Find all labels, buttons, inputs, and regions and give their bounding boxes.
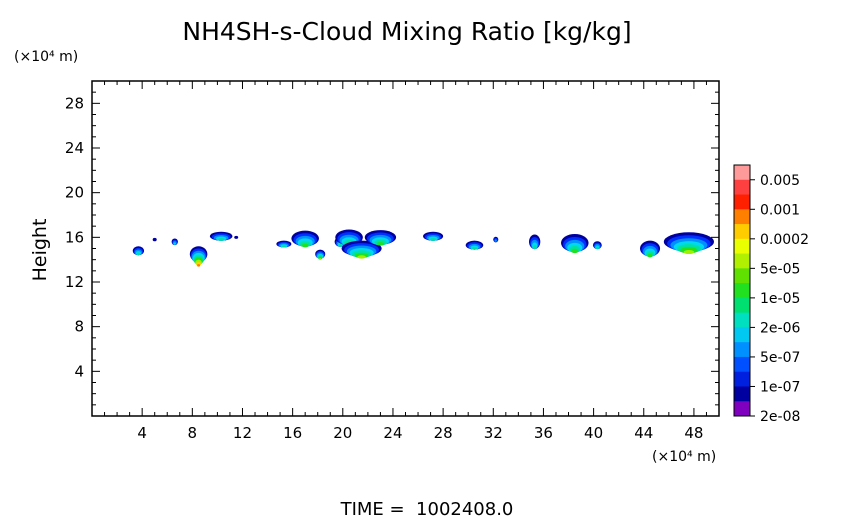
time-label: TIME = 1002408.0 — [340, 499, 514, 519]
axis-ticks — [92, 81, 719, 416]
cloud-cell-layer — [494, 239, 497, 242]
cloud-cell — [152, 237, 157, 242]
cloud-cell-layer — [357, 255, 366, 259]
y-tick-label: 28 — [65, 94, 84, 112]
cloud-cell — [276, 240, 292, 248]
x-tick-label: 32 — [484, 424, 503, 442]
x-tick-label: 36 — [534, 424, 553, 442]
cloud-cell-layer — [376, 242, 385, 246]
y-tick-label: 20 — [65, 184, 84, 202]
colorbar-label: 2e-06 — [760, 320, 800, 336]
cloud-cell — [561, 233, 589, 254]
y-tick-label: 8 — [74, 318, 84, 336]
cloud-cell-layer — [173, 242, 176, 245]
colorbar-swatch — [734, 386, 750, 402]
colorbar-label: 0.001 — [760, 202, 800, 218]
cloud-cell — [291, 230, 319, 248]
x-tick-label: 48 — [684, 424, 703, 442]
cloud-cell-layer — [152, 237, 157, 242]
y-tick-label: 16 — [65, 228, 84, 246]
y-axis-unit-label: (×10⁴ m) — [14, 49, 78, 65]
cloud-cell — [493, 236, 499, 243]
x-tick-label: 4 — [137, 424, 147, 442]
colorbar-swatch — [734, 342, 750, 358]
data-cells — [132, 229, 714, 267]
cloud-cell — [341, 240, 382, 259]
colorbar-swatch — [734, 327, 750, 343]
cloud-cell — [423, 231, 444, 241]
cloud-cell-layer — [136, 252, 141, 256]
x-tick-label: 44 — [634, 424, 653, 442]
colorbar-swatch — [734, 297, 750, 314]
cloud-cell-layer — [301, 243, 309, 248]
cloud-cell-layer — [197, 264, 201, 267]
colorbar-swatch — [734, 179, 750, 195]
cloud-cell-layer — [596, 246, 599, 250]
y-tick-label: 12 — [65, 273, 84, 291]
chart-title: NH4SH-s-Cloud Mixing Ratio [kg/kg] — [182, 17, 631, 46]
colorbar-swatch — [734, 401, 750, 417]
colorbar-swatch — [734, 371, 750, 387]
cloud-cell-layer — [234, 235, 239, 239]
x-tick-label: 16 — [283, 424, 302, 442]
colorbar-frame — [733, 164, 751, 417]
y-tick-label: 24 — [65, 139, 84, 157]
x-tick-label: 8 — [188, 424, 198, 442]
colorbar-swatch — [734, 312, 750, 328]
cloud-cell — [209, 231, 233, 241]
colorbar-label: 5e-07 — [760, 350, 800, 366]
colorbar — [733, 164, 751, 417]
colorbar-labels: 0.005 0.001 0.0002 5e-05 1e-05 2e-06 5e-07 1e-0… — [750, 173, 809, 425]
colorbar-swatch — [734, 194, 750, 210]
x-tick-label: 28 — [434, 424, 453, 442]
colorbar-swatch — [734, 165, 750, 181]
cloud-cell — [189, 246, 208, 267]
cloud-cell — [364, 230, 397, 246]
cloud-cell — [315, 249, 326, 260]
cloud-cell-layer — [647, 253, 653, 258]
cloud-cell — [663, 232, 714, 255]
plot-frame — [91, 80, 720, 417]
x-tick-label: 24 — [383, 424, 402, 442]
colorbar-swatch — [734, 356, 750, 373]
cloud-cell-layer — [217, 238, 225, 241]
cloud-cell-layer — [281, 245, 287, 248]
cloud-cell-layer — [430, 238, 436, 241]
x-tick-label: 20 — [333, 424, 352, 442]
cloud-cell — [592, 241, 602, 250]
colorbar-swatch — [734, 268, 750, 284]
cloud-cell — [132, 246, 145, 256]
colorbar-swatch — [734, 209, 750, 225]
x-tick-label: 40 — [584, 424, 603, 442]
colorbar-label: 0.005 — [760, 173, 800, 189]
colorbar-swatch — [734, 224, 750, 240]
y-tick-label: 4 — [74, 362, 84, 380]
cloud-cell — [465, 240, 484, 250]
cloud-cell — [234, 235, 239, 239]
cloud-cell-layer — [571, 248, 579, 254]
x-axis-unit-label: (×10⁴ m) — [652, 449, 716, 465]
colorbar-label: 2e-08 — [760, 409, 800, 425]
x-tick-label: 12 — [233, 424, 252, 442]
y-tick-labels: 4 8 12 16 20 24 28 — [65, 94, 84, 380]
colorbar-swatch — [734, 253, 750, 269]
colorbar-label: 0.0002 — [760, 232, 809, 248]
cloud-cell — [640, 240, 661, 258]
x-tick-labels: 4 8 12 16 20 24 28 32 36 40 44 48 — [137, 424, 703, 442]
cloud-cell-layer — [533, 244, 537, 250]
cloud-cell-layer — [683, 250, 695, 255]
cloud-cell — [171, 238, 178, 246]
colorbar-swatch — [734, 238, 750, 254]
colorbar-label: 5e-05 — [760, 261, 800, 277]
colorbar-label: 1e-07 — [760, 379, 800, 395]
colorbar-label: 1e-05 — [760, 291, 800, 307]
colorbar-swatch — [734, 283, 750, 299]
cloud-cell-layer — [319, 257, 322, 260]
y-axis-label: Height — [29, 219, 51, 282]
cloud-cell — [529, 234, 541, 250]
cloud-cell-layer — [471, 247, 477, 250]
cloud-cell-layer — [338, 243, 342, 247]
